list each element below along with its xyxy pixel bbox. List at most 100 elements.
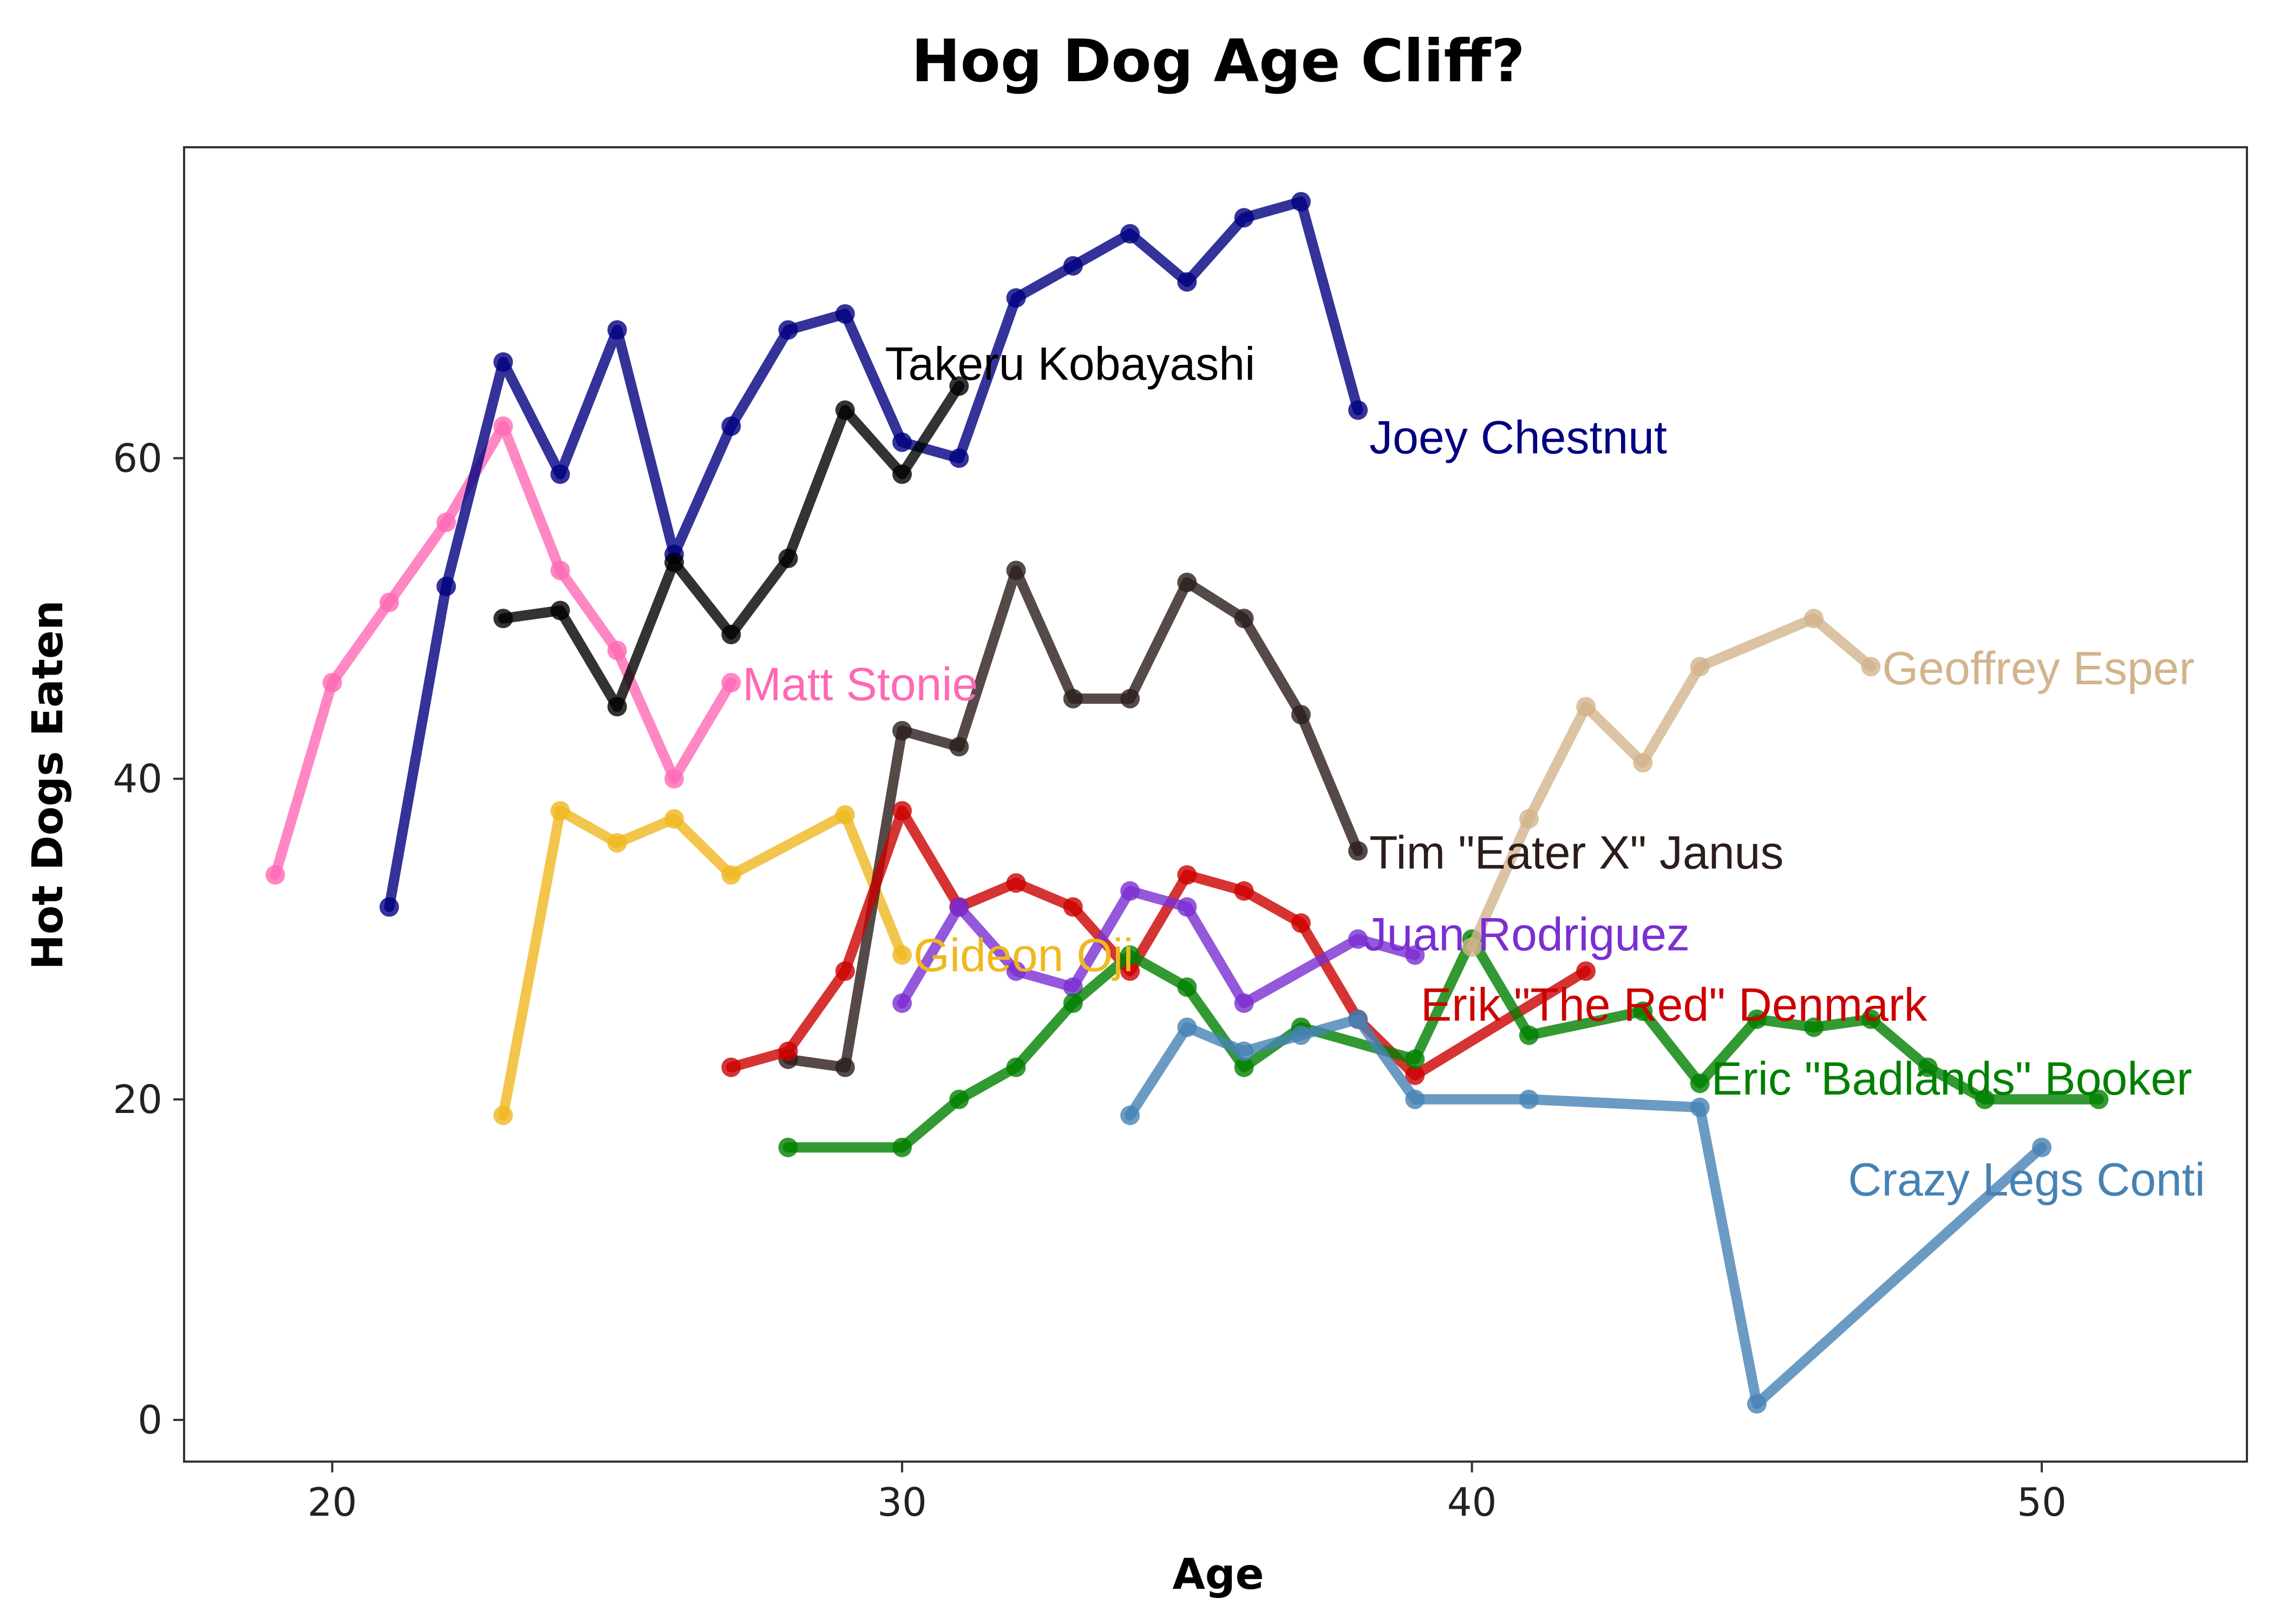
data-point — [265, 865, 285, 885]
data-point — [1804, 1017, 1824, 1037]
plot-panel-border — [183, 146, 2248, 1463]
series-takeru-kobayashi — [493, 376, 969, 717]
data-point — [949, 897, 969, 917]
data-point — [1234, 1057, 1254, 1077]
data-point — [1405, 1065, 1425, 1085]
data-point — [1348, 929, 1368, 949]
data-point — [1063, 897, 1083, 917]
data-point — [835, 961, 855, 981]
data-point — [1804, 608, 1824, 628]
data-point — [2089, 1089, 2109, 1109]
series-geoffrey-esper — [1462, 608, 1881, 957]
data-point — [1861, 657, 1881, 677]
data-point — [778, 1041, 798, 1061]
data-point — [1177, 272, 1197, 292]
data-point — [1006, 560, 1026, 580]
data-point — [1519, 809, 1539, 829]
plot-area: 20 30 40 50 0 20 40 60 Joey Chestnut Takeru Kobay… — [113, 146, 2248, 1525]
series-tim-eater-x-janus — [778, 560, 1368, 1077]
series-matt-stonie — [265, 416, 741, 885]
data-point — [949, 1089, 969, 1109]
data-point — [1234, 881, 1254, 901]
series-label: Crazy Legs Conti — [1848, 1154, 2205, 1206]
data-point — [664, 552, 684, 572]
y-tick-label: 40 — [113, 756, 162, 802]
x-axis-title: Age — [1172, 1550, 1264, 1599]
data-point — [1006, 873, 1026, 893]
data-point — [550, 464, 570, 484]
series-label: Matt Stonie — [742, 659, 978, 711]
data-point — [436, 512, 456, 532]
data-point — [1918, 1057, 1938, 1077]
data-point — [721, 416, 741, 436]
series-line — [384, 197, 1363, 912]
series-label: Gideon Oji — [913, 929, 1133, 981]
data-point — [1063, 993, 1083, 1013]
x-tick-label: 30 — [877, 1479, 927, 1525]
data-point — [1234, 993, 1254, 1013]
data-point — [949, 376, 969, 396]
data-point — [550, 600, 570, 620]
data-point — [1120, 961, 1140, 981]
data-point — [949, 448, 969, 468]
data-point — [379, 592, 399, 612]
data-point — [1177, 865, 1197, 885]
data-point — [721, 865, 741, 885]
y-tick-label: 0 — [138, 1397, 162, 1443]
data-point — [835, 805, 855, 825]
data-point — [778, 320, 798, 340]
series-gideon-oji — [493, 801, 912, 1125]
data-point — [1006, 288, 1026, 308]
series-crazy-legs-conti — [1120, 1009, 2052, 1414]
data-point — [436, 577, 456, 597]
data-point — [1234, 608, 1254, 628]
data-point — [1405, 1049, 1425, 1069]
data-point — [1291, 705, 1311, 725]
data-point — [2032, 1137, 2052, 1157]
data-point — [607, 697, 627, 717]
data-point — [1633, 1001, 1653, 1021]
series-label: Takeru Kobayashi — [885, 338, 1256, 390]
data-point — [835, 304, 855, 324]
data-point — [1120, 689, 1140, 709]
data-point — [1120, 945, 1140, 965]
data-point — [607, 833, 627, 853]
series-label: Joey Chestnut — [1369, 412, 1667, 464]
data-point — [1975, 1089, 1995, 1109]
data-point — [1120, 881, 1140, 901]
data-point — [892, 464, 912, 484]
data-point — [1690, 1073, 1710, 1093]
data-point — [1120, 224, 1140, 244]
data-point — [550, 560, 570, 580]
x-tick-label: 40 — [1447, 1479, 1497, 1525]
data-point — [1747, 1009, 1767, 1029]
data-point — [1291, 913, 1311, 933]
data-point — [493, 608, 513, 628]
data-point — [892, 1137, 912, 1157]
data-point — [835, 1057, 855, 1077]
data-point — [1747, 1394, 1767, 1414]
data-point — [721, 1057, 741, 1077]
data-point — [1690, 657, 1710, 677]
data-point — [379, 897, 399, 917]
data-point — [1462, 937, 1482, 957]
data-point — [1234, 1041, 1254, 1061]
data-point — [1348, 400, 1368, 420]
data-point — [1006, 1057, 1026, 1077]
series-label: Eric "Badlands" Booker — [1711, 1053, 2192, 1105]
data-point — [1177, 897, 1197, 917]
series-label: Geoffrey Esper — [1882, 643, 2194, 695]
chart-title: Hog Dog Age Cliff? — [911, 28, 1525, 95]
data-point — [1063, 977, 1083, 997]
data-point — [1519, 1025, 1539, 1045]
data-point — [721, 672, 741, 692]
data-point — [493, 416, 513, 436]
data-point — [1576, 697, 1596, 717]
data-point — [1177, 977, 1197, 997]
data-point — [1006, 961, 1026, 981]
data-point — [835, 400, 855, 420]
data-point — [892, 945, 912, 965]
data-point — [1177, 1017, 1197, 1037]
data-point — [1348, 1009, 1368, 1029]
